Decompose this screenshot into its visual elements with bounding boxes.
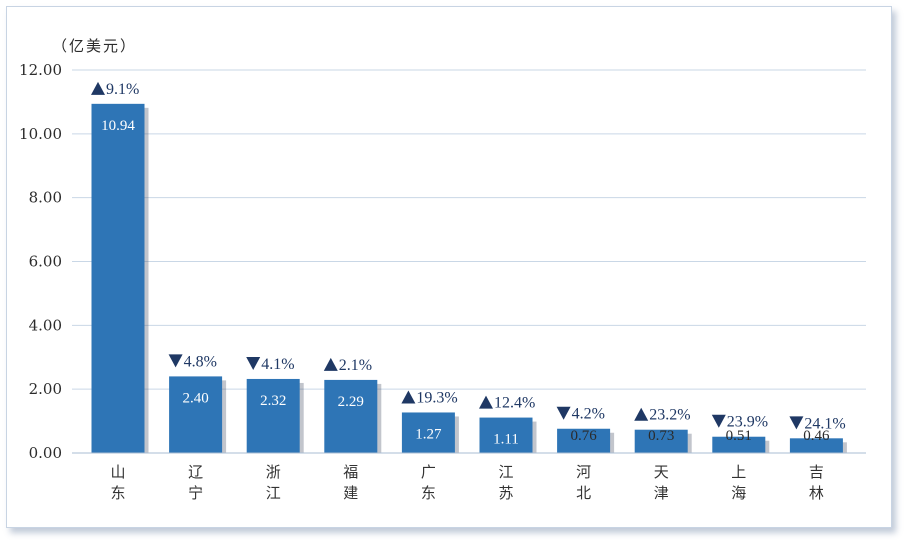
up-triangle-icon xyxy=(401,390,416,404)
bar-value-label: 2.40 xyxy=(182,390,208,406)
y-tick-label: 4.00 xyxy=(29,316,62,334)
down-triangle-icon xyxy=(711,414,726,428)
x-category-label: 福 xyxy=(343,463,358,481)
change-label: 4.8% xyxy=(184,353,217,370)
x-category-label: 苏 xyxy=(498,484,513,502)
change-label: 9.1% xyxy=(106,81,139,98)
bar-value-label: 10.94 xyxy=(101,118,135,134)
x-category-label: 江 xyxy=(498,463,513,481)
bar xyxy=(479,417,533,453)
down-triangle-icon xyxy=(556,406,571,420)
y-tick-label: 6.00 xyxy=(29,253,62,271)
x-category-label: 东 xyxy=(421,484,436,502)
x-category-label: 东 xyxy=(110,484,125,502)
x-category-label: 浙 xyxy=(266,463,281,481)
x-category-label: 宁 xyxy=(188,484,203,502)
bars: 10.94 9.1% 2.40 4.8% 2.32 4.1% 2.29 2.1% 1.27 19.… xyxy=(91,81,847,453)
change-label: 12.4% xyxy=(494,395,535,412)
x-category-label: 津 xyxy=(654,484,669,502)
change-label: 2.1% xyxy=(339,357,372,374)
up-triangle-icon xyxy=(479,395,493,409)
down-triangle-icon xyxy=(168,354,183,368)
x-category-label: 广 xyxy=(421,463,436,481)
bar-value-label: 2.32 xyxy=(260,393,286,409)
y-tick-label: 12.00 xyxy=(19,61,62,79)
up-triangle-icon xyxy=(91,81,105,95)
y-tick-label: 10.00 xyxy=(19,125,62,143)
x-category-label: 林 xyxy=(809,484,824,502)
bar xyxy=(557,428,611,453)
change-label: 23.9% xyxy=(727,414,768,431)
x-category-label: 吉 xyxy=(809,463,824,481)
x-category-label: 建 xyxy=(343,484,358,502)
change-label: 24.1% xyxy=(804,415,845,432)
bar-value-label: 0.76 xyxy=(570,428,597,444)
bar xyxy=(246,378,300,453)
y-tick-label: 0.00 xyxy=(29,444,62,462)
x-category-label: 河 xyxy=(576,463,591,481)
change-label: 23.2% xyxy=(649,407,690,424)
bar xyxy=(789,438,843,453)
gridlines xyxy=(72,69,866,390)
x-category-label: 江 xyxy=(266,484,281,502)
bar xyxy=(169,376,223,453)
bar xyxy=(634,429,688,453)
bar-value-label: 1.11 xyxy=(493,432,519,448)
down-triangle-icon xyxy=(246,356,261,370)
bar xyxy=(91,103,145,453)
x-category-label: 天 xyxy=(654,463,669,481)
y-axis-unit: （亿美元） xyxy=(52,37,137,55)
down-triangle-icon xyxy=(789,416,804,430)
change-label: 19.3% xyxy=(416,389,457,406)
x-category-label: 山 xyxy=(110,463,125,481)
y-tick-label: 8.00 xyxy=(29,189,62,207)
bar-value-label: 1.27 xyxy=(415,426,442,442)
y-tick-label: 2.00 xyxy=(29,380,62,398)
change-label: 4.2% xyxy=(572,406,605,423)
bar xyxy=(712,436,766,453)
bar-value-label: 0.51 xyxy=(726,428,752,444)
bar xyxy=(401,412,455,453)
bar-value-label: 0.73 xyxy=(648,428,674,444)
x-category-label: 上 xyxy=(731,463,746,481)
x-category-label: 辽 xyxy=(188,463,203,481)
up-triangle-icon xyxy=(634,407,649,421)
x-category-label: 北 xyxy=(576,484,591,502)
bar-value-label: 2.29 xyxy=(338,394,364,410)
up-triangle-icon xyxy=(323,357,338,371)
x-category-label: 海 xyxy=(731,484,746,502)
bar xyxy=(324,379,378,453)
bar-value-label: 0.46 xyxy=(803,428,830,444)
y-axis: 0.00 2.00 4.00 6.00 8.00 10.00 12.00 xyxy=(19,61,62,462)
change-label: 4.1% xyxy=(261,356,294,373)
